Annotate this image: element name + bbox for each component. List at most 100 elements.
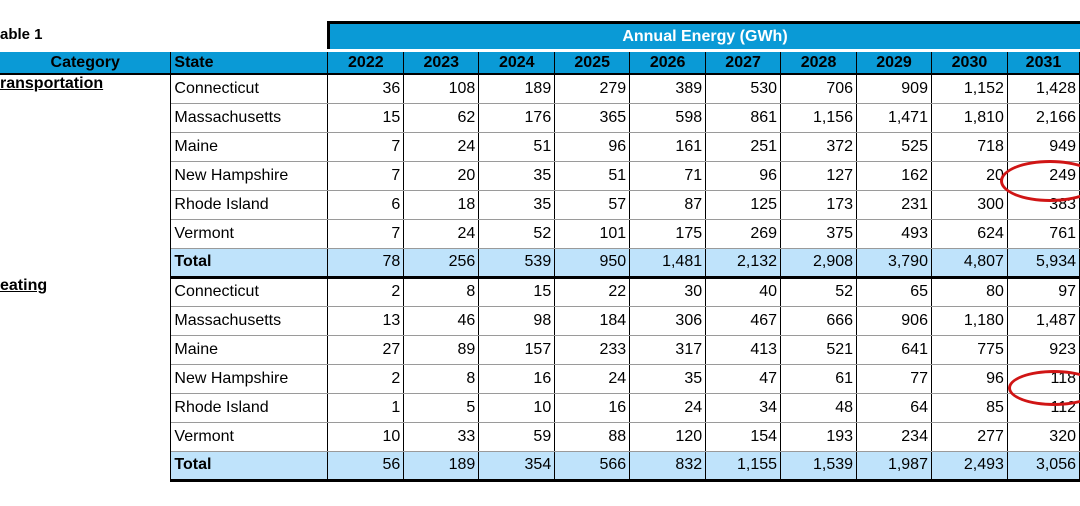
column-header-year: 2030 — [931, 52, 1008, 75]
value-cell: 35 — [478, 190, 556, 220]
column-header-year: 2029 — [856, 52, 932, 75]
value-cell: 173 — [780, 190, 858, 220]
header-row: Category State 2022 2023 2024 2025 2026 2027 202… — [0, 52, 1080, 75]
value-cell: 279 — [554, 74, 631, 104]
column-header-year: 2025 — [554, 52, 631, 75]
value-cell: 30 — [629, 277, 707, 307]
value-cell: 306 — [629, 306, 707, 336]
value-cell: 269 — [705, 219, 782, 249]
state-cell: Vermont — [170, 219, 329, 249]
value-cell: 27 — [327, 335, 405, 365]
value-cell: 1,156 — [780, 103, 858, 133]
value-cell: 2 — [327, 364, 405, 394]
value-cell: 231 — [856, 190, 932, 220]
value-cell: 24 — [403, 132, 480, 162]
value-cell: 125 — [705, 190, 782, 220]
value-cell: 2 — [327, 277, 405, 307]
total-value-cell: 1,987 — [856, 451, 932, 482]
value-cell: 48 — [780, 393, 858, 423]
value-cell: 906 — [856, 306, 932, 336]
value-cell: 189 — [478, 74, 556, 104]
total-row: Total 78 256 539 950 1,481 2,132 2,908 3,790 4,80… — [0, 248, 1080, 279]
value-cell: 157 — [478, 335, 556, 365]
total-value-cell: 4,807 — [931, 248, 1008, 279]
value-cell: 10 — [478, 393, 556, 423]
column-header-year: 2031 — [1007, 52, 1080, 75]
value-cell: 909 — [856, 74, 932, 104]
value-cell: 154 — [705, 422, 782, 452]
energy-table: Category State 2022 2023 2024 2025 2026 2027 202… — [0, 52, 1080, 482]
value-cell: 365 — [554, 103, 631, 133]
value-cell: 36 — [327, 74, 405, 104]
total-value-cell: 354 — [478, 451, 556, 482]
value-cell: 383 — [1007, 190, 1080, 220]
value-cell: 18 — [403, 190, 480, 220]
total-value-cell: 2,132 — [705, 248, 782, 279]
value-cell: 52 — [780, 277, 858, 307]
total-label: Total — [170, 248, 329, 279]
state-cell: New Hampshire — [170, 364, 329, 394]
value-cell: 1,152 — [931, 74, 1008, 104]
state-cell: Massachusetts — [170, 306, 329, 336]
column-header-year: 2027 — [705, 52, 782, 75]
value-cell: 161 — [629, 132, 707, 162]
table-row: Massachusetts 15 62 176 365 598 861 1,156 1,471 1… — [0, 103, 1080, 133]
value-cell: 15 — [327, 103, 405, 133]
value-cell: 467 — [705, 306, 782, 336]
value-cell: 718 — [931, 132, 1008, 162]
state-cell: Rhode Island — [170, 190, 329, 220]
state-cell: Maine — [170, 132, 329, 162]
value-cell: 10 — [327, 422, 405, 452]
value-cell: 61 — [780, 364, 858, 394]
value-cell: 127 — [780, 161, 858, 191]
value-cell: 96 — [931, 364, 1008, 394]
value-cell: 5 — [403, 393, 480, 423]
value-cell: 949 — [1007, 132, 1080, 162]
value-cell: 97 — [1007, 277, 1080, 307]
value-cell: 98 — [478, 306, 556, 336]
table-row: ransportation Connecticut 36 108 189 279 389 53… — [0, 74, 1080, 277]
value-cell: 51 — [478, 132, 556, 162]
value-cell: 6 — [327, 190, 405, 220]
value-cell: 15 — [478, 277, 556, 307]
table-row: Rhode Island 6 18 35 57 87 125 173 231 300 383 — [0, 190, 1080, 220]
value-cell: 16 — [478, 364, 556, 394]
state-cell: Connecticut — [170, 277, 329, 307]
value-cell: 375 — [780, 219, 858, 249]
value-cell: 80 — [931, 277, 1008, 307]
value-cell: 176 — [478, 103, 556, 133]
total-value-cell: 566 — [554, 451, 631, 482]
value-cell: 1 — [327, 393, 405, 423]
state-cell: Connecticut — [170, 74, 329, 104]
value-cell: 34 — [705, 393, 782, 423]
value-cell: 65 — [856, 277, 932, 307]
value-cell: 7 — [327, 161, 405, 191]
value-cell: 96 — [705, 161, 782, 191]
value-cell: 13 — [327, 306, 405, 336]
column-header-year: 2022 — [327, 52, 405, 75]
value-cell: 64 — [856, 393, 932, 423]
value-cell: 2,166 — [1007, 103, 1080, 133]
value-cell: 372 — [780, 132, 858, 162]
value-cell: 22 — [554, 277, 631, 307]
value-cell: 101 — [554, 219, 631, 249]
value-cell: 89 — [403, 335, 480, 365]
value-cell: 35 — [478, 161, 556, 191]
table-row: Vermont 7 24 52 101 175 269 375 493 624 761 — [0, 219, 1080, 249]
column-header-year: 2024 — [478, 52, 556, 75]
table-row: Maine 27 89 157 233 317 413 521 641 775 923 — [0, 335, 1080, 365]
value-cell: 666 — [780, 306, 858, 336]
total-value-cell: 1,481 — [629, 248, 707, 279]
total-value-cell: 5,934 — [1007, 248, 1080, 279]
value-cell: 175 — [629, 219, 707, 249]
value-cell: 96 — [554, 132, 631, 162]
value-cell: 530 — [705, 74, 782, 104]
value-cell: 525 — [856, 132, 932, 162]
value-cell: 521 — [780, 335, 858, 365]
value-cell: 184 — [554, 306, 631, 336]
state-cell: Maine — [170, 335, 329, 365]
value-cell: 7 — [327, 219, 405, 249]
value-cell: 20 — [403, 161, 480, 191]
total-value-cell: 56 — [327, 451, 405, 482]
total-value-cell: 1,155 — [705, 451, 782, 482]
